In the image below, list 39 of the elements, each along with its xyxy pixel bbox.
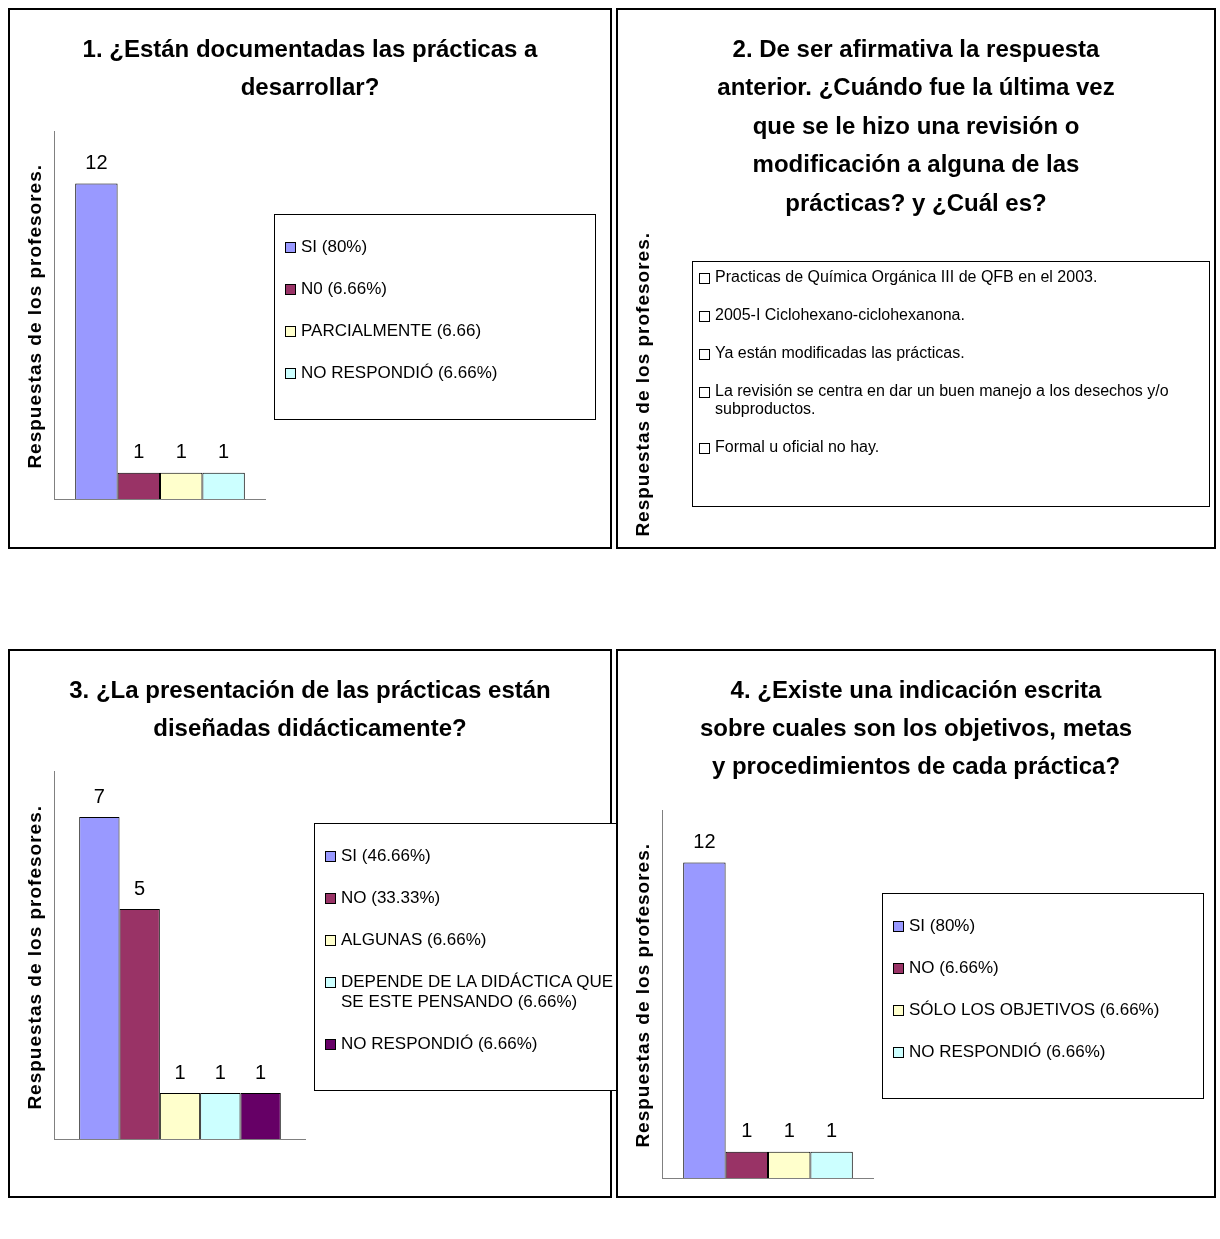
y-axis-title: Respuestas de los profesores. xyxy=(632,843,654,1149)
legend-label: DEPENDE DE LA DIDÁCTICA QUE SE ESTE PENSANDO (6.66%) xyxy=(341,972,615,1013)
data-label: 7 xyxy=(93,784,105,807)
text: Practicas de Química Orgánica III de QFB en el 2003. xyxy=(715,268,1098,287)
data-label: 1 xyxy=(783,1118,795,1141)
legend-label: NO (6.66%) xyxy=(909,957,999,978)
chart-title: 4. ¿Existe una indicación escrita sobre cuales son los objetivos, metas y procedimientos de cada práctica? xyxy=(698,674,1134,782)
y-axis-title: Respuestas de los profesores. xyxy=(24,164,46,470)
legend-label: ALGUNAS (6.66%) xyxy=(341,930,487,951)
legend-label: NO RESPONDIÓ (6.66%) xyxy=(341,1034,538,1055)
data-label: 1 xyxy=(214,1060,226,1083)
legend-label: N0 (6.66%) xyxy=(301,278,387,299)
text: 2. De ser afirmativa la respuesta anterior. ¿Cuándo fue la última vez que se le hizo una revisión o modificación a alguna de las prácticas? y ¿Cuál es? xyxy=(716,34,1116,218)
legend-label: NO RESPONDIÓ (6.66%) xyxy=(301,362,498,383)
data-label: 5 xyxy=(134,876,146,899)
data-label: 1 xyxy=(175,440,187,463)
chart-title: 3. ¿La presentación de las prácticas están diseñadas didácticamente? xyxy=(68,674,552,743)
legend-label: SI (80%) xyxy=(301,236,368,257)
legend-label: SI (80%) xyxy=(909,915,976,936)
text: Respuestas de los profesores. xyxy=(632,231,654,537)
data-label: 1 xyxy=(174,1060,186,1083)
text: Ya están modificadas las prácticas. xyxy=(715,344,965,363)
legend-label: SÓLO LOS OBJETIVOS (6.66%) xyxy=(909,999,1160,1020)
data-label: 1 xyxy=(741,1118,753,1141)
data-label: 1 xyxy=(133,440,145,463)
legend-label: PARCIALMENTE (6.66) xyxy=(301,320,482,341)
y-axis-title: Respuestas de los profesores. xyxy=(24,805,46,1110)
data-label: 12 xyxy=(693,829,716,852)
legend-label: SI (46.66%) xyxy=(341,846,431,867)
data-label: 12 xyxy=(85,150,108,173)
data-label: 1 xyxy=(255,1060,267,1083)
legend-label: NO (33.33%) xyxy=(341,888,441,909)
text: La revisión se centra en dar un buen manejo a los desechos y/o subproductos. xyxy=(715,382,1170,419)
data-label: 1 xyxy=(218,440,230,463)
legend-label: NO RESPONDIÓ (6.66%) xyxy=(909,1041,1106,1062)
text: Formal u oficial no hay. xyxy=(715,438,880,457)
chart-title: 1. ¿Están documentadas las prácticas a desarrollar? xyxy=(81,34,539,103)
text: 2005-I Ciclohexano-ciclohexanona. xyxy=(715,306,965,325)
data-label: 1 xyxy=(826,1118,838,1141)
